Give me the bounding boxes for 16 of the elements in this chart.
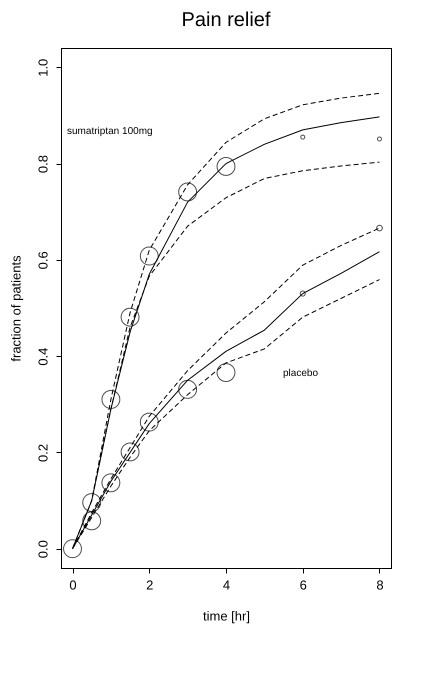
y-tick-label: 0.4 bbox=[36, 348, 50, 366]
y-tick-label: 1.0 bbox=[36, 58, 50, 77]
annotation: placebo bbox=[283, 368, 318, 379]
y-tick-label: 0.8 bbox=[36, 155, 50, 174]
chart-title: Pain relief bbox=[182, 9, 271, 31]
y-tick-label: 0.6 bbox=[36, 251, 50, 270]
x-tick-label: 6 bbox=[300, 578, 307, 592]
y-tick-label: 0.2 bbox=[36, 444, 50, 462]
annotation: sumatriptan 100mg bbox=[67, 126, 153, 137]
x-tick-label: 0 bbox=[69, 578, 77, 592]
y-axis-title: fraction of patients bbox=[8, 254, 24, 362]
x-axis-title: time [hr] bbox=[203, 608, 250, 624]
x-tick-label: 8 bbox=[376, 578, 384, 592]
y-tick-label: 0.0 bbox=[36, 540, 50, 558]
x-tick-label: 2 bbox=[146, 578, 154, 592]
x-tick-label: 4 bbox=[222, 578, 230, 592]
